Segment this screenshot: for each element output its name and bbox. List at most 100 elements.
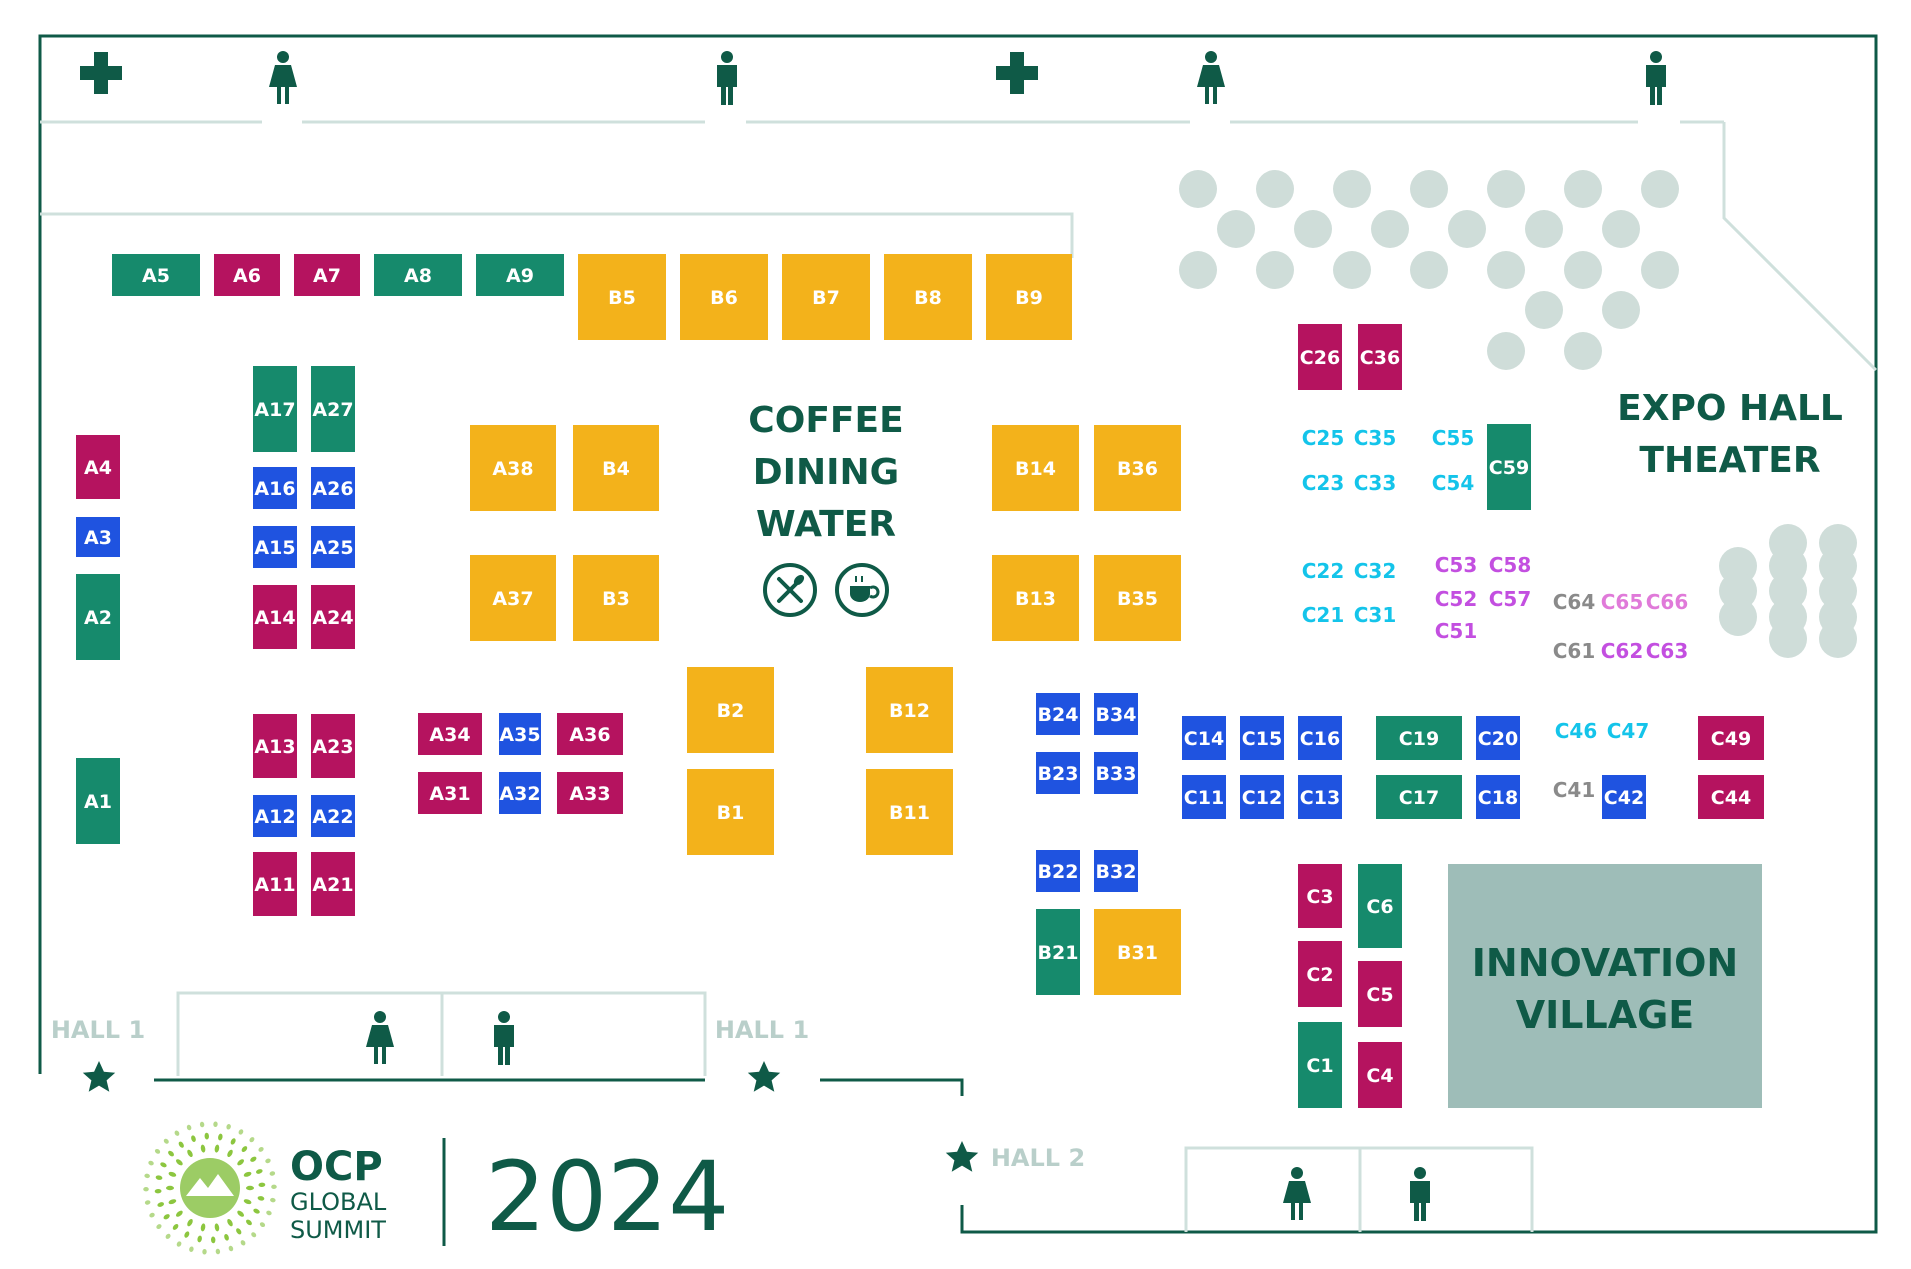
booth-a15-rect[interactable]	[253, 526, 297, 568]
booth-c59-rect[interactable]	[1487, 424, 1531, 510]
booth-a9-rect[interactable]	[476, 254, 564, 296]
booth-c41-label[interactable]: C41	[1553, 778, 1596, 802]
booth-c6-rect[interactable]	[1358, 864, 1402, 948]
booth-a34-rect[interactable]	[418, 713, 482, 755]
booth-a24-rect[interactable]	[311, 585, 355, 649]
booth-b11[interactable]: B11	[866, 769, 953, 855]
booth-c53-label[interactable]: C53	[1435, 553, 1478, 577]
booth-a13-rect[interactable]	[253, 714, 297, 778]
booth-a8-rect[interactable]	[374, 254, 462, 296]
booth-c20[interactable]: C20	[1476, 716, 1520, 760]
booth-c42[interactable]: C42	[1602, 775, 1646, 819]
booth-b13-rect[interactable]	[992, 555, 1079, 641]
booth-b8[interactable]: B8	[884, 254, 972, 340]
booth-a14[interactable]: A14	[253, 585, 297, 649]
booth-c31-label[interactable]: C31	[1354, 603, 1397, 627]
booth-b33[interactable]: B33	[1094, 752, 1138, 794]
booth-a38-rect[interactable]	[470, 425, 556, 511]
booth-c3[interactable]: C3	[1298, 864, 1342, 928]
booth-b2-rect[interactable]	[687, 667, 774, 753]
booth-a6[interactable]: A6	[214, 254, 280, 296]
booth-b2[interactable]: B2	[687, 667, 774, 753]
booth-a35-rect[interactable]	[499, 713, 541, 755]
booth-c13-rect[interactable]	[1298, 775, 1342, 819]
booth-c44-rect[interactable]	[1698, 775, 1764, 819]
booth-c1[interactable]: C1	[1298, 1022, 1342, 1108]
booth-c3-rect[interactable]	[1298, 864, 1342, 928]
booth-b5[interactable]: B5	[578, 254, 666, 340]
booth-c52-label[interactable]: C52	[1435, 587, 1478, 611]
booth-c57-label[interactable]: C57	[1489, 587, 1532, 611]
booth-b31-rect[interactable]	[1094, 909, 1181, 995]
booth-c12-rect[interactable]	[1240, 775, 1284, 819]
booth-b3-rect[interactable]	[573, 555, 659, 641]
booth-a14-rect[interactable]	[253, 585, 297, 649]
booth-a6-rect[interactable]	[214, 254, 280, 296]
booth-b4-rect[interactable]	[573, 425, 659, 511]
booth-b1[interactable]: B1	[687, 769, 774, 855]
booth-c46-label[interactable]: C46	[1555, 719, 1598, 743]
booth-b23[interactable]: B23	[1036, 752, 1080, 794]
booth-b24-rect[interactable]	[1036, 693, 1080, 735]
booth-c51-label[interactable]: C51	[1435, 619, 1478, 643]
booth-c42-rect[interactable]	[1602, 775, 1646, 819]
booth-a5-rect[interactable]	[112, 254, 200, 296]
booth-a3-rect[interactable]	[76, 517, 120, 557]
booth-c55-label[interactable]: C55	[1432, 426, 1475, 450]
booth-c20-rect[interactable]	[1476, 716, 1520, 760]
booth-c36[interactable]: C36	[1358, 324, 1402, 390]
booth-a31-rect[interactable]	[418, 772, 482, 814]
booth-a2[interactable]: A2	[76, 574, 120, 660]
booth-b6-rect[interactable]	[680, 254, 768, 340]
booth-a33-rect[interactable]	[557, 772, 623, 814]
booth-a31[interactable]: A31	[418, 772, 482, 814]
booth-b35-rect[interactable]	[1094, 555, 1181, 641]
booth-a26[interactable]: A26	[311, 467, 355, 509]
booth-a11[interactable]: A11	[253, 852, 297, 916]
booth-c26-rect[interactable]	[1298, 324, 1342, 390]
booth-b7[interactable]: B7	[782, 254, 870, 340]
booth-a7[interactable]: A7	[294, 254, 360, 296]
booth-a38[interactable]: A38	[470, 425, 556, 511]
booth-b12-rect[interactable]	[866, 667, 953, 753]
booth-a5[interactable]: A5	[112, 254, 200, 296]
booth-b1-rect[interactable]	[687, 769, 774, 855]
star-icon[interactable]	[747, 1061, 781, 1092]
booth-a34[interactable]: A34	[418, 713, 482, 755]
booth-a17[interactable]: A17	[253, 366, 297, 452]
booth-b14-rect[interactable]	[992, 425, 1079, 511]
booth-c49[interactable]: C49	[1698, 716, 1764, 760]
booth-a37[interactable]: A37	[470, 555, 556, 641]
booth-b36[interactable]: B36	[1094, 425, 1181, 511]
booth-a23-rect[interactable]	[311, 714, 355, 778]
booth-a26-rect[interactable]	[311, 467, 355, 509]
booth-b9-rect[interactable]	[986, 254, 1072, 340]
booth-c19[interactable]: C19	[1376, 716, 1462, 760]
booth-c59[interactable]: C59	[1487, 424, 1531, 510]
booth-c2-rect[interactable]	[1298, 941, 1342, 1007]
booth-a24[interactable]: A24	[311, 585, 355, 649]
booth-c16[interactable]: C16	[1298, 716, 1342, 760]
booth-c21-label[interactable]: C21	[1302, 603, 1345, 627]
booth-c44[interactable]: C44	[1698, 775, 1764, 819]
booth-c15-rect[interactable]	[1240, 716, 1284, 760]
booth-a27[interactable]: A27	[311, 366, 355, 452]
booth-c25-label[interactable]: C25	[1302, 426, 1345, 450]
booth-c33-label[interactable]: C33	[1354, 471, 1397, 495]
booth-c47-label[interactable]: C47	[1607, 719, 1650, 743]
booth-c54-label[interactable]: C54	[1432, 471, 1475, 495]
booth-c13[interactable]: C13	[1298, 775, 1342, 819]
booth-a22[interactable]: A22	[311, 795, 355, 837]
booth-b9[interactable]: B9	[986, 254, 1072, 340]
booth-c2[interactable]: C2	[1298, 941, 1342, 1007]
booth-b3[interactable]: B3	[573, 555, 659, 641]
booth-c36-rect[interactable]	[1358, 324, 1402, 390]
booth-b6[interactable]: B6	[680, 254, 768, 340]
booth-a37-rect[interactable]	[470, 555, 556, 641]
booth-c18[interactable]: C18	[1476, 775, 1520, 819]
booth-c35-label[interactable]: C35	[1354, 426, 1397, 450]
booth-b22[interactable]: B22	[1036, 850, 1080, 892]
booth-a16-rect[interactable]	[253, 467, 297, 509]
booth-a32[interactable]: A32	[499, 772, 541, 814]
booth-c23-label[interactable]: C23	[1302, 471, 1345, 495]
